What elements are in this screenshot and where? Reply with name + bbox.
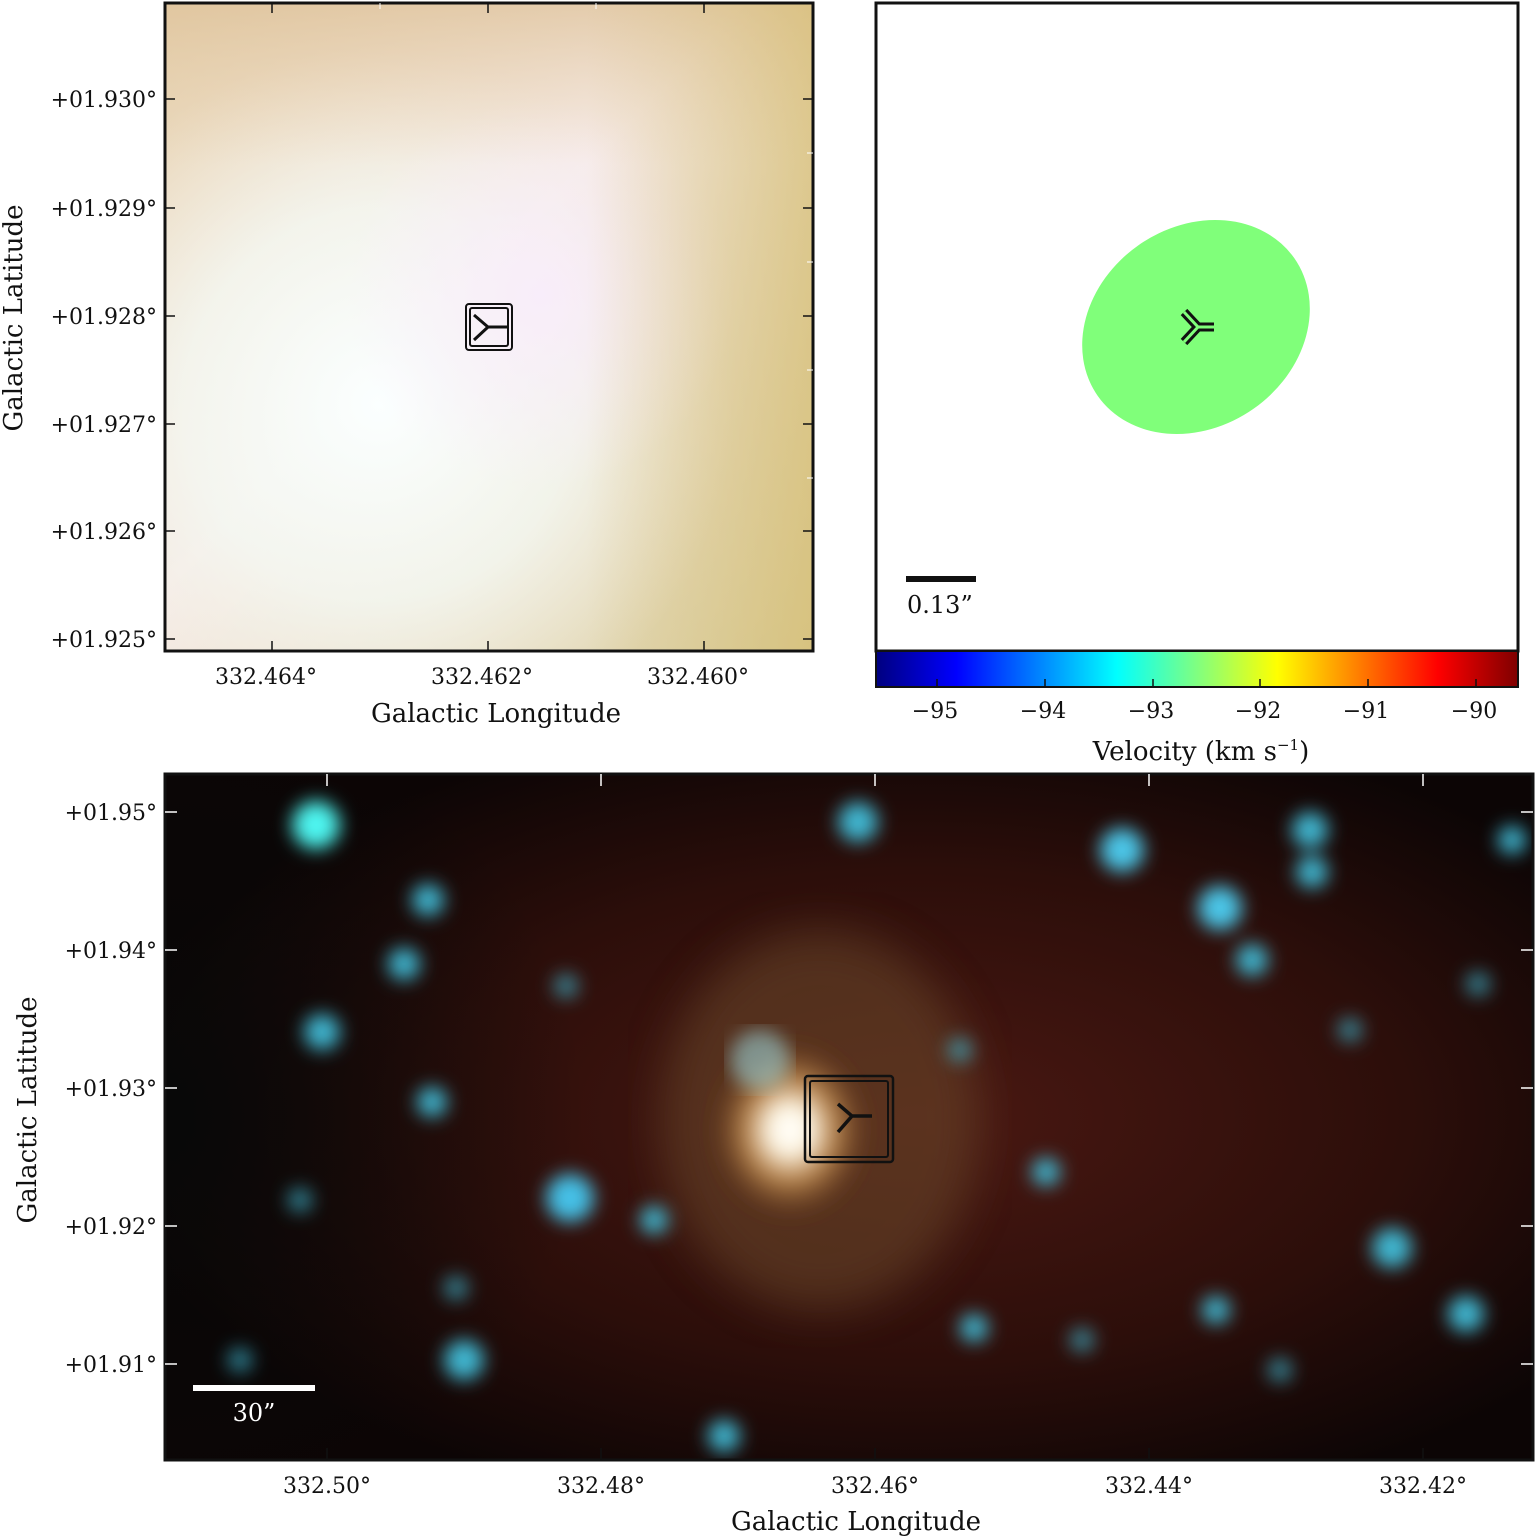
wide-y-tick: +01.92° bbox=[65, 1215, 157, 1240]
zoom-y-tick: +01.926° bbox=[51, 520, 157, 545]
source-marker-icon[interactable] bbox=[465, 303, 513, 351]
wide-y-tick: +01.91° bbox=[65, 1353, 157, 1378]
zoom-axis-ticks bbox=[165, 3, 813, 651]
velocity-panel: 0.13” −95 −94 −93 −92 −91 −90 Velocity (… bbox=[874, 1, 1520, 767]
wide-x-tick: 332.44° bbox=[1105, 1474, 1193, 1499]
wide-x-axis-title: Galactic Longitude bbox=[731, 1507, 981, 1537]
colorbar-tick: −94 bbox=[1020, 699, 1066, 724]
wide-scale-bar: 30” bbox=[193, 1385, 315, 1427]
colorbar-title: Velocity (km s−1) bbox=[1092, 736, 1309, 767]
wide-x-tick: 332.42° bbox=[1379, 1474, 1467, 1499]
zoom-x-tick: 332.462° bbox=[431, 665, 533, 690]
wide-axis-ticks bbox=[326, 1448, 1424, 1460]
wide-x-tick: 332.50° bbox=[283, 1474, 371, 1499]
colorbar-tick: −90 bbox=[1451, 699, 1497, 724]
velocity-scale-label: 0.13” bbox=[907, 591, 973, 619]
zoom-x-axis-title: Galactic Longitude bbox=[371, 699, 621, 729]
zoom-y-axis-title: Galactic Latitude bbox=[0, 205, 29, 432]
wide-y-tick: +01.95° bbox=[65, 801, 157, 826]
velocity-scale-bar: 0.13” bbox=[906, 576, 976, 619]
wide-scale-label: 30” bbox=[233, 1399, 276, 1427]
zoom-x-tick: 332.464° bbox=[215, 665, 317, 690]
source-marker-icon[interactable] bbox=[803, 1074, 895, 1164]
wide-y-tick: +01.94° bbox=[65, 939, 157, 964]
zoom-y-tick: +01.927° bbox=[51, 413, 157, 438]
zoom-y-tick: +01.929° bbox=[51, 197, 157, 222]
velocity-colorbar bbox=[875, 650, 1519, 688]
wide-y-tick: +01.93° bbox=[65, 1077, 157, 1102]
wide-field-panel: 30” 332.50° 332.48° 332.46° 332.44° 332.… bbox=[13, 772, 1535, 1537]
zoom-y-tick: +01.928° bbox=[51, 305, 157, 330]
wide-y-axis-title: Galactic Latitude bbox=[13, 997, 43, 1224]
colorbar-tick: −95 bbox=[912, 699, 958, 724]
wide-x-tick: 332.46° bbox=[831, 1474, 919, 1499]
colorbar-tick: −91 bbox=[1343, 699, 1389, 724]
colorbar-tick: −93 bbox=[1128, 699, 1174, 724]
source-marker-icon[interactable] bbox=[1180, 308, 1214, 346]
zoom-y-tick: +01.930° bbox=[51, 88, 157, 113]
wide-x-tick: 332.48° bbox=[557, 1474, 645, 1499]
zoom-y-tick: +01.925° bbox=[51, 628, 157, 653]
zoom-x-tick: 332.460° bbox=[647, 665, 749, 690]
zoom-image-panel: 332.464° 332.462° 332.460° +01.930° +01.… bbox=[0, 1, 815, 729]
colorbar-tick: −92 bbox=[1235, 699, 1281, 724]
